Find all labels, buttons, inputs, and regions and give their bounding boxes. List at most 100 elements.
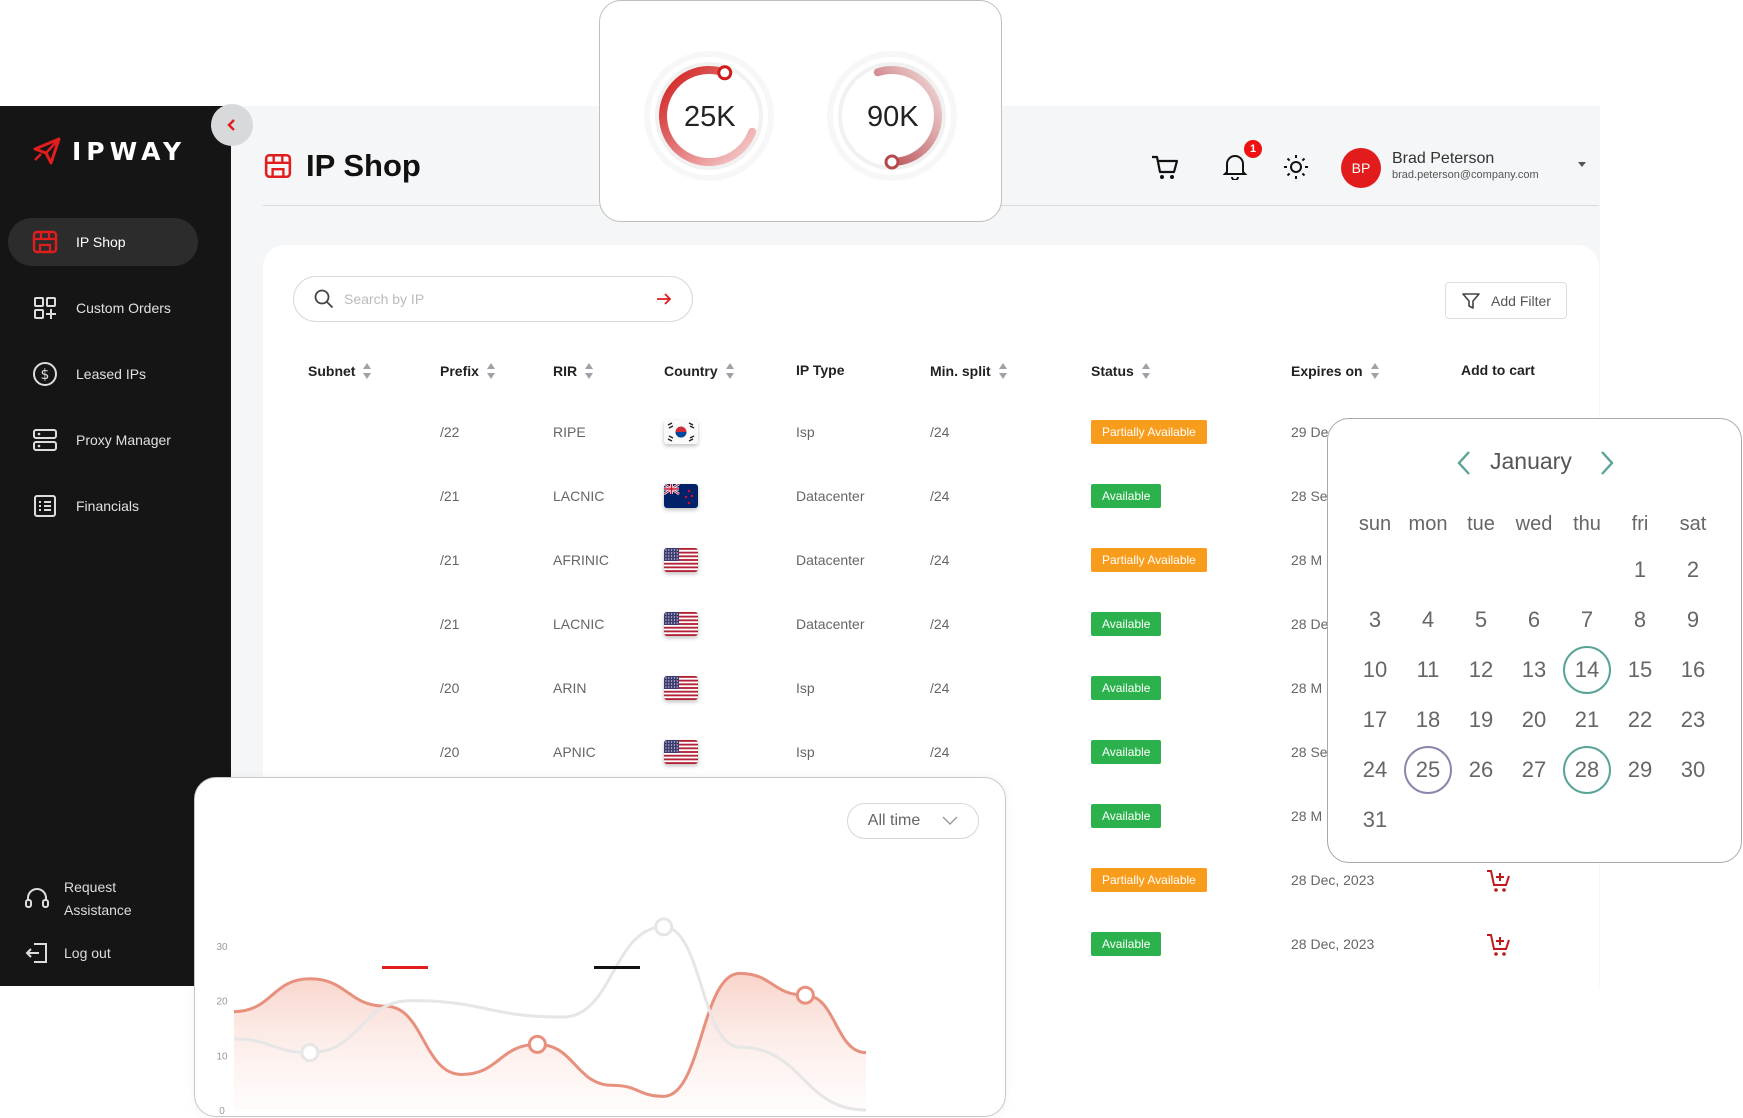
logout-button[interactable]: Log out (24, 940, 111, 966)
next-month-button[interactable] (1598, 450, 1616, 481)
gauge-arc (659, 66, 757, 166)
cell-ip-type: Isp (796, 744, 815, 760)
cell-rir: LACNIC (553, 616, 605, 632)
calendar-day[interactable]: 7 (1580, 607, 1594, 632)
arrow-right-icon[interactable] (656, 292, 672, 306)
sidebar-item-ip-shop[interactable]: IP Shop (8, 218, 198, 266)
calendar-day[interactable]: 10 (1362, 657, 1388, 682)
search-input[interactable] (344, 291, 646, 307)
data-point (654, 917, 674, 937)
calendar-day[interactable]: 22 (1627, 707, 1653, 732)
calendar-day[interactable]: 27 (1521, 757, 1547, 782)
avatar[interactable]: BP (1341, 148, 1381, 188)
time-range-value: All time (867, 812, 921, 829)
legend-marker (594, 966, 640, 969)
calendar-day[interactable]: 5 (1474, 607, 1488, 632)
flag-us-icon (664, 676, 698, 700)
calendar-day[interactable]: 4 (1421, 607, 1435, 632)
calendar-day[interactable]: 15 (1627, 657, 1653, 682)
notifications-button[interactable] (1222, 152, 1248, 180)
prev-month-button[interactable] (1455, 450, 1473, 481)
calendar-day[interactable]: 28 (1563, 746, 1611, 794)
calendar-day[interactable]: 16 (1680, 657, 1706, 682)
sidebar-item-custom-orders[interactable]: Custom Orders (8, 284, 198, 332)
plane-logo-icon (33, 137, 61, 165)
column-header-subnet[interactable]: Subnet (308, 362, 372, 380)
column-header-status[interactable]: Status (1091, 362, 1150, 380)
status-badge: Available (1091, 676, 1162, 700)
logo[interactable]: IPWAY (32, 136, 186, 166)
collapse-sidebar-button[interactable] (211, 104, 253, 146)
sidebar-item-label: Leased IPs (76, 366, 147, 382)
sort-icon[interactable] (1370, 362, 1379, 380)
column-header-prefix[interactable]: Prefix (440, 362, 495, 380)
column-header-min-split[interactable]: Min. split (930, 362, 1007, 380)
sort-icon[interactable] (725, 362, 734, 380)
sort-icon[interactable] (363, 362, 372, 380)
sort-icon[interactable] (998, 362, 1007, 380)
calendar-day[interactable]: 26 (1468, 757, 1494, 782)
calendar-day[interactable]: 19 (1468, 707, 1494, 732)
request-assistance-button[interactable]: Request Assistance (24, 876, 132, 922)
search-icon (314, 289, 334, 309)
gauge-90k (827, 51, 957, 181)
cell-min-split: /24 (930, 616, 950, 632)
cell-expires: 28 M (1291, 680, 1323, 696)
add-to-cart-button[interactable] (1486, 868, 1512, 899)
sidebar-item-leased-ips[interactable]: $ Leased IPs (8, 350, 198, 398)
calendar-day[interactable]: 14 (1563, 646, 1611, 694)
calendar-day[interactable]: 20 (1521, 707, 1547, 732)
calendar-day[interactable]: 11 (1416, 657, 1440, 682)
theme-toggle-button[interactable] (1282, 153, 1310, 181)
calendar-day[interactable]: 8 (1633, 607, 1647, 632)
cart-button[interactable] (1150, 152, 1180, 182)
svg-text:$: $ (41, 367, 50, 383)
time-range-select[interactable]: All time (847, 803, 979, 839)
cell-ip-type: Datacenter (796, 488, 865, 504)
gauge-value: 25K (684, 101, 736, 133)
calendar-day[interactable]: 6 (1527, 607, 1541, 632)
calendar-day[interactable]: 24 (1362, 757, 1388, 782)
chevron-down-icon[interactable] (1578, 162, 1586, 167)
calendar-day[interactable]: 30 (1680, 757, 1706, 782)
add-filter-button[interactable]: Add Filter (1445, 282, 1567, 319)
cell-rir: RIPE (553, 424, 586, 440)
sidebar-item-proxy-manager[interactable]: Proxy Manager (8, 416, 198, 464)
y-tick-label: 0 (219, 1106, 225, 1117)
sort-icon[interactable] (1141, 362, 1150, 380)
column-header-rir[interactable]: RIR (553, 362, 594, 380)
flag-nz-icon (664, 484, 698, 508)
column-header-add-to-cart: Add to cart (1461, 362, 1535, 378)
status-badge: Available (1091, 804, 1162, 828)
column-header-country[interactable]: Country (664, 362, 734, 380)
cell-ip-type: Isp (796, 680, 815, 696)
calendar-day[interactable]: 2 (1686, 557, 1700, 582)
data-point (527, 1034, 547, 1054)
calendar-day[interactable]: 25 (1404, 746, 1452, 794)
sun-icon (1284, 155, 1308, 179)
gauge-value: 90K (867, 101, 919, 133)
sidebar-item-financials[interactable]: Financials (8, 482, 198, 530)
add-to-cart-button[interactable] (1486, 932, 1512, 963)
calendar-day[interactable]: 21 (1574, 707, 1600, 732)
calendar-day[interactable]: 29 (1627, 757, 1653, 782)
sort-icon[interactable] (486, 362, 495, 380)
calendar-day[interactable]: 18 (1415, 707, 1441, 732)
calendar-day[interactable]: 23 (1680, 707, 1706, 732)
calendar-day[interactable]: 3 (1368, 607, 1382, 632)
calendar-day[interactable]: 1 (1633, 557, 1647, 582)
calendar-weekday: thu (1573, 513, 1601, 535)
chevron-left-icon (1457, 451, 1470, 475)
flag-us-icon (664, 548, 698, 572)
column-header-expires-on[interactable]: Expires on (1291, 362, 1379, 380)
column-header-label: Add to cart (1461, 362, 1535, 378)
calendar-day[interactable]: 31 (1362, 807, 1388, 832)
calendar-day[interactable]: 9 (1686, 607, 1700, 632)
calendar-day[interactable]: 12 (1468, 657, 1494, 682)
cell-min-split: /24 (930, 488, 950, 504)
shop-icon (32, 229, 58, 255)
status-badge: Available (1091, 612, 1162, 636)
calendar-day[interactable]: 17 (1362, 707, 1388, 732)
calendar-day[interactable]: 13 (1521, 657, 1547, 682)
sort-icon[interactable] (585, 362, 594, 380)
